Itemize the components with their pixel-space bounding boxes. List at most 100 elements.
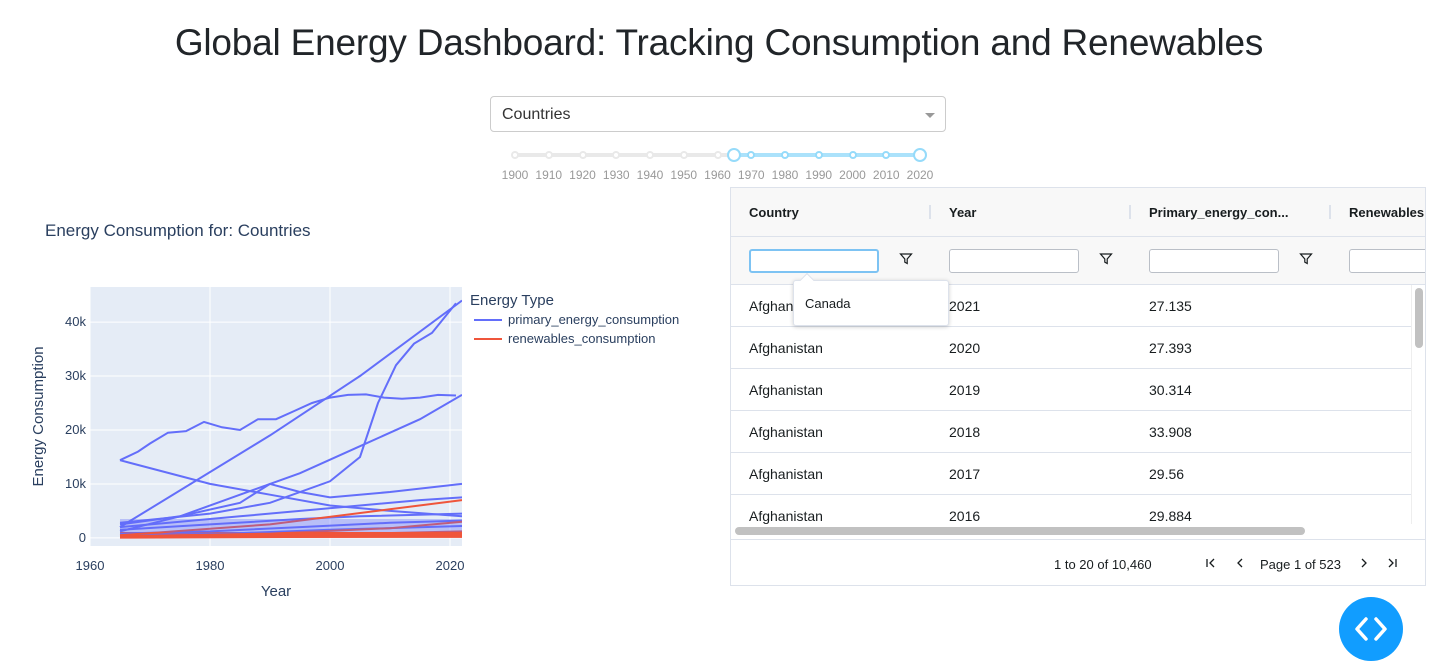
row-count-summary: 1 to 20 of 10,460	[1054, 557, 1152, 572]
filter-icon[interactable]	[899, 252, 913, 266]
slider-tick-dot	[646, 151, 654, 159]
slider-mark-label: 1900	[501, 168, 529, 182]
x-tick-label: 1960	[76, 558, 105, 573]
cell-primary-energy: 33.908	[1149, 424, 1192, 440]
column-resize-handle[interactable]	[1329, 205, 1331, 219]
legend-title: Energy Type	[470, 292, 554, 309]
next-page-icon[interactable]	[1358, 557, 1370, 569]
renewables-line	[119, 520, 462, 538]
scrollbar-thumb[interactable]	[735, 527, 1305, 535]
slider-tick-dot	[814, 151, 823, 159]
slider-tick-dot	[747, 151, 756, 159]
slider-mark-label: 1920	[569, 168, 596, 182]
renewables-line	[119, 499, 462, 537]
cell-primary-energy: 30.314	[1149, 382, 1192, 398]
x-tick-label: 2000	[316, 558, 345, 573]
y-tick-label: 10k	[65, 476, 86, 491]
x-tick-label: 1980	[196, 558, 225, 573]
slider-mark-label: 1970	[737, 168, 765, 182]
column-header-renewables[interactable]: Renewables	[1349, 205, 1425, 220]
slider-tick-dot	[578, 151, 587, 159]
scrollbar-thumb[interactable]	[1415, 288, 1423, 348]
primary-energy-line	[119, 302, 457, 524]
chart-title: Energy Consumption for: Countries	[45, 221, 311, 240]
filter-icon[interactable]	[1099, 252, 1113, 266]
slider-tick-dot	[544, 151, 553, 159]
primary-energy-line	[119, 512, 462, 531]
dev-tools-button[interactable]	[1339, 597, 1403, 661]
cell-country: Afghanistan	[749, 340, 823, 356]
y-tick-label: 0	[79, 530, 86, 545]
slider-handle-end[interactable]	[913, 148, 927, 162]
table-row[interactable]: Afghanistan 2019 30.314	[731, 369, 1415, 411]
slider-tick-dot	[848, 151, 857, 159]
primary-energy-line	[119, 459, 462, 518]
y-tick-label: 30k	[65, 368, 86, 383]
previous-page-icon[interactable]	[1234, 557, 1246, 569]
column-header-year[interactable]: Year	[949, 205, 977, 220]
slider-handle-start[interactable]	[727, 148, 742, 162]
year-filter-input[interactable]	[949, 249, 1079, 273]
dropdown-value: Countries	[502, 106, 571, 123]
horizontal-scrollbar[interactable]	[731, 524, 1415, 538]
filter-suggestion-popup: Canada	[793, 272, 949, 326]
code-brackets-icon	[1355, 617, 1387, 641]
table-row[interactable]: Afghanistan 2017 29.56	[731, 453, 1415, 495]
primary-energy-filter-input[interactable]	[1149, 249, 1279, 273]
chevron-down-icon[interactable]	[925, 113, 935, 118]
cell-primary-energy: 27.393	[1149, 340, 1192, 356]
legend-entry: primary_energy_consumption	[508, 312, 679, 327]
cell-country: Afghanistan	[749, 424, 823, 440]
slider-mark-label: 1990	[805, 168, 833, 182]
primary-energy-line	[119, 519, 462, 535]
cell-primary-energy: 27.135	[1149, 298, 1192, 314]
last-page-icon[interactable]	[1386, 557, 1398, 569]
region-dropdown[interactable]: Countries	[490, 96, 946, 132]
cell-year: 2016	[949, 508, 981, 524]
slider-selected-track[interactable]	[734, 153, 920, 157]
column-resize-handle[interactable]	[1129, 205, 1131, 219]
table-row[interactable]: Afghanistan 2018 33.908	[731, 411, 1415, 453]
slider-tick-dot	[612, 151, 621, 159]
suggestion-option[interactable]: Canada	[805, 296, 851, 311]
primary-energy-line	[119, 393, 457, 462]
cell-country: Afghanistan	[749, 466, 823, 482]
page-title: Global Energy Dashboard: Tracking Consum…	[174, 22, 1264, 63]
y-axis-title: Energy Consumption	[30, 346, 47, 486]
pagination-bar: 1 to 20 of 10,460 Page 1 of 523	[731, 539, 1425, 585]
slider-tick-dot	[882, 151, 891, 159]
cell-year: 2020	[949, 340, 981, 356]
slider-mark-label: 1980	[771, 168, 799, 182]
cell-year: 2018	[949, 424, 981, 440]
cell-country: Afghanistan	[749, 508, 823, 524]
cell-primary-energy: 29.56	[1149, 466, 1185, 482]
data-grid: Country Year Primary_energy_con... Renew…	[730, 187, 1426, 586]
country-filter-input[interactable]	[749, 249, 879, 273]
page-indicator: Page 1 of 523	[1260, 557, 1341, 572]
column-resize-handle[interactable]	[929, 205, 931, 219]
x-tick-label: 2020	[436, 558, 465, 573]
primary-energy-line	[119, 496, 462, 529]
slider-mark-label: 1950	[670, 168, 698, 182]
renewables-filter-input[interactable]	[1349, 249, 1425, 273]
slider-mark-label: 1960	[704, 168, 731, 182]
year-range-slider[interactable]: 1900 1910 1920 1930 1940 1950 1960 1970 1980 1990…	[500, 140, 940, 190]
slider-mark-label: 2020	[906, 168, 934, 182]
column-header-country[interactable]: Country	[749, 205, 799, 220]
primary-energy-line	[119, 299, 462, 528]
slider-tick-dot	[679, 151, 688, 159]
filter-row	[731, 236, 1425, 285]
filter-icon[interactable]	[1299, 252, 1313, 266]
cell-year: 2021	[949, 298, 981, 314]
column-header-primary-energy[interactable]: Primary_energy_con...	[1149, 205, 1289, 220]
first-page-icon[interactable]	[1205, 557, 1217, 569]
slider-mark-label: 2000	[839, 168, 866, 182]
vertical-scrollbar[interactable]	[1411, 285, 1425, 525]
cell-primary-energy: 29.884	[1149, 508, 1192, 524]
y-tick-label: 40k	[65, 314, 86, 329]
x-axis-title: Year	[261, 583, 291, 600]
table-row[interactable]: Afghanistan 2020 27.393	[731, 327, 1415, 369]
legend-entry: renewables_consumption	[508, 331, 655, 346]
y-tick-label: 20k	[65, 422, 86, 437]
cell-country: Afghanistan	[749, 382, 823, 398]
